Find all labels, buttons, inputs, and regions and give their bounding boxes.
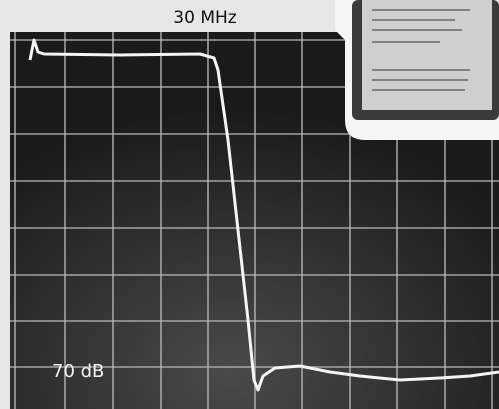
frequency-label: 30 MHz	[173, 8, 236, 28]
device	[335, 0, 499, 140]
graticule	[10, 32, 499, 409]
attenuation-label: 70 dB	[52, 361, 104, 382]
trace	[28, 38, 499, 392]
